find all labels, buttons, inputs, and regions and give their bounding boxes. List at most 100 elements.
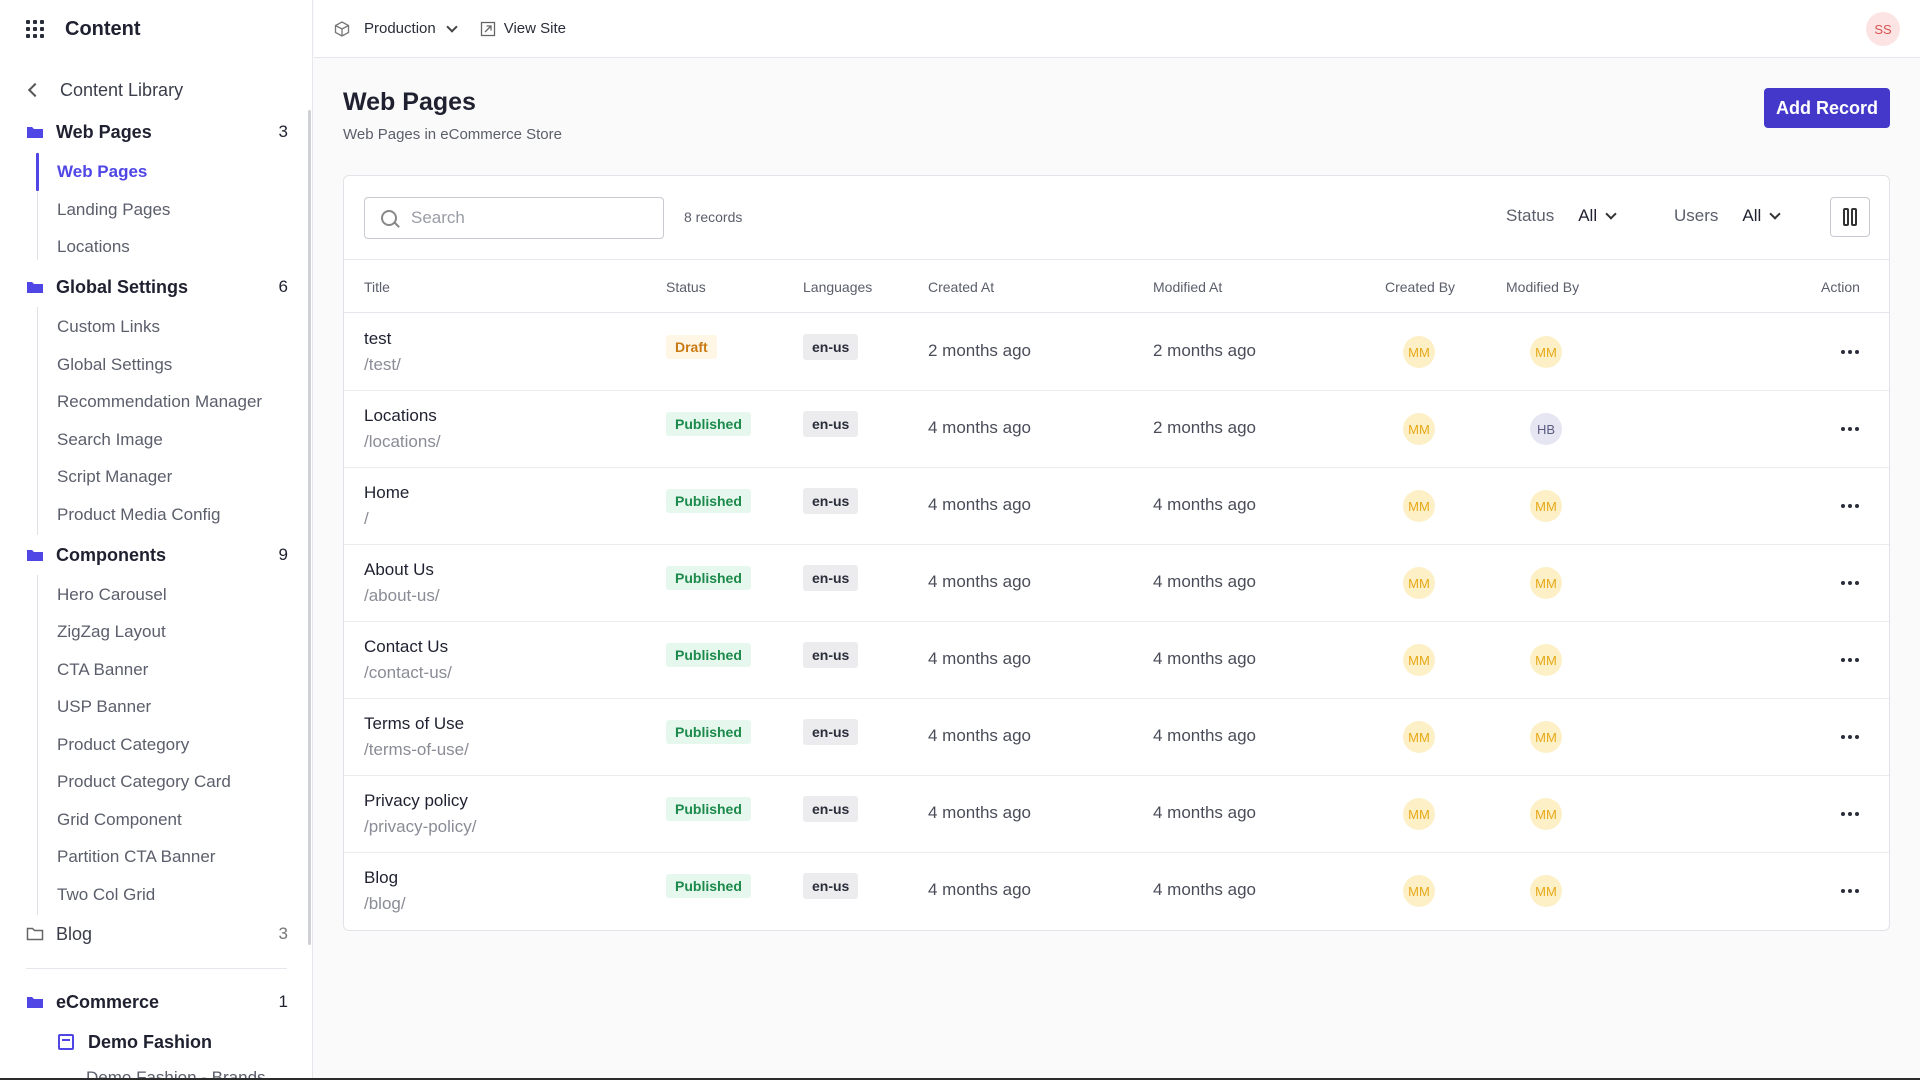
modified-by-avatar[interactable]: HB xyxy=(1530,413,1562,445)
header-modified-at[interactable]: Modified At xyxy=(1153,279,1223,295)
table-row[interactable]: Home / Published en-us 4 months ago 4 mo… xyxy=(344,468,1889,545)
back-to-content-library[interactable]: Content Library xyxy=(26,78,183,102)
table-row[interactable]: test /test/ Draft en-us 2 months ago 2 m… xyxy=(344,314,1889,391)
table-row[interactable]: About Us /about-us/ Published en-us 4 mo… xyxy=(344,545,1889,622)
row-title-cell[interactable]: test /test/ xyxy=(364,329,401,375)
row-title-cell[interactable]: Home / xyxy=(364,483,409,529)
modified-by-avatar[interactable]: MM xyxy=(1530,875,1562,907)
sidebar-item-demo-fashion-brands[interactable]: Demo Fashion - Brands xyxy=(86,1068,266,1080)
sidebar-item-web-pages[interactable]: Web Pages xyxy=(57,162,148,181)
modified-by-avatar[interactable]: MM xyxy=(1530,490,1562,522)
sidebar-scrollbar[interactable] xyxy=(308,110,311,945)
sidebar-item-grid-component[interactable]: Grid Component xyxy=(57,810,182,829)
row-modified-at: 4 months ago xyxy=(1153,880,1257,899)
created-by-avatar[interactable]: MM xyxy=(1403,567,1435,599)
sidebar-item-demo-fashion[interactable]: Demo Fashion xyxy=(58,1029,212,1055)
folder-open-icon xyxy=(26,995,44,1009)
sidebar-item-zigzag-layout[interactable]: ZigZag Layout xyxy=(57,622,166,641)
created-by-avatar[interactable]: MM xyxy=(1403,336,1435,368)
users-filter-label: Users xyxy=(1674,206,1719,225)
sidebar-item-locations[interactable]: Locations xyxy=(57,237,130,256)
sidebar-item-product-media-config[interactable]: Product Media Config xyxy=(57,505,221,524)
more-actions-icon[interactable] xyxy=(1841,889,1859,893)
created-by-avatar[interactable]: MM xyxy=(1403,721,1435,753)
tree-line xyxy=(37,152,38,260)
more-actions-icon[interactable] xyxy=(1841,427,1859,431)
created-by-avatar[interactable]: MM xyxy=(1403,490,1435,522)
table-row[interactable]: Locations /locations/ Published en-us 4 … xyxy=(344,391,1889,468)
group-count: 9 xyxy=(278,545,288,564)
users-filter-value: All xyxy=(1742,206,1762,225)
row-title: Contact Us xyxy=(364,637,449,656)
app-grid-icon[interactable] xyxy=(26,20,44,38)
chevron-down-icon xyxy=(446,20,458,33)
status-filter[interactable]: Status All xyxy=(1506,206,1617,226)
sidebar-item-script-manager[interactable]: Script Manager xyxy=(57,467,173,486)
sidebar-item-global-settings[interactable]: Global Settings xyxy=(57,355,173,374)
row-modified-at: 4 months ago xyxy=(1153,803,1257,822)
table-row[interactable]: Terms of Use /terms-of-use/ Published en… xyxy=(344,699,1889,776)
header-created-by[interactable]: Created By xyxy=(1385,279,1456,295)
add-record-button[interactable]: Add Record xyxy=(1764,88,1890,128)
header-modified-by[interactable]: Modified By xyxy=(1506,279,1580,295)
sidebar-item-usp-banner[interactable]: USP Banner xyxy=(57,697,152,716)
created-by-avatar[interactable]: MM xyxy=(1403,875,1435,907)
row-status-cell: Published xyxy=(666,720,751,744)
view-site-link[interactable]: View Site xyxy=(480,20,566,37)
table-row[interactable]: Blog /blog/ Published en-us 4 months ago… xyxy=(344,853,1889,930)
sidebar-item-product-category-card[interactable]: Product Category Card xyxy=(57,772,231,791)
table-row[interactable]: Privacy policy /privacy-policy/ Publishe… xyxy=(344,776,1889,853)
table-row[interactable]: Contact Us /contact-us/ Published en-us … xyxy=(344,622,1889,699)
row-title-cell[interactable]: Privacy policy /privacy-policy/ xyxy=(364,791,476,837)
modified-by-avatar[interactable]: MM xyxy=(1530,336,1562,368)
header-created-at[interactable]: Created At xyxy=(928,279,995,295)
row-title-cell[interactable]: Contact Us /contact-us/ xyxy=(364,637,452,683)
more-actions-icon[interactable] xyxy=(1841,735,1859,739)
user-avatar[interactable]: SS xyxy=(1866,12,1900,46)
created-by-avatar[interactable]: MM xyxy=(1403,644,1435,676)
store-icon xyxy=(58,1034,74,1050)
row-language-cell: en-us xyxy=(803,719,859,745)
more-actions-icon[interactable] xyxy=(1841,350,1859,354)
chevron-down-icon xyxy=(1605,208,1617,220)
sidebar-group-blog[interactable]: Blog 3 xyxy=(26,920,288,948)
more-actions-icon[interactable] xyxy=(1841,812,1859,816)
search-input[interactable]: Search xyxy=(364,197,664,239)
created-by-avatar[interactable]: MM xyxy=(1403,798,1435,830)
more-actions-icon[interactable] xyxy=(1841,581,1859,585)
sidebar-item-recommendation-manager[interactable]: Recommendation Manager xyxy=(57,392,263,411)
header-title[interactable]: Title xyxy=(364,279,390,295)
row-title-cell[interactable]: Locations /locations/ xyxy=(364,406,441,452)
more-actions-icon[interactable] xyxy=(1841,504,1859,508)
sidebar-group-global-settings[interactable]: Global Settings 6 xyxy=(26,273,288,301)
sidebar-item-custom-links[interactable]: Custom Links xyxy=(57,317,160,336)
row-title-cell[interactable]: About Us /about-us/ xyxy=(364,560,440,606)
row-title: About Us xyxy=(364,560,434,579)
sidebar-item-landing-pages[interactable]: Landing Pages xyxy=(57,200,171,219)
modified-by-avatar[interactable]: MM xyxy=(1530,644,1562,676)
users-filter[interactable]: Users All xyxy=(1674,206,1781,226)
more-actions-icon[interactable] xyxy=(1841,658,1859,662)
modified-by-avatar[interactable]: MM xyxy=(1530,798,1562,830)
modified-by-avatar[interactable]: MM xyxy=(1530,567,1562,599)
columns-toggle-button[interactable] xyxy=(1830,197,1870,237)
row-title-cell[interactable]: Terms of Use /terms-of-use/ xyxy=(364,714,469,760)
header-languages[interactable]: Languages xyxy=(803,279,873,295)
header-action: Action xyxy=(1821,279,1860,295)
sidebar-item-search-image[interactable]: Search Image xyxy=(57,430,163,449)
sidebar-group-components[interactable]: Components 9 xyxy=(26,541,288,569)
tree-line xyxy=(37,307,38,535)
created-by-avatar[interactable]: MM xyxy=(1403,413,1435,445)
sidebar-item-hero-carousel[interactable]: Hero Carousel xyxy=(57,585,167,604)
sidebar-item-product-category[interactable]: Product Category xyxy=(57,735,190,754)
header-status[interactable]: Status xyxy=(666,279,706,295)
sidebar-group-ecommerce[interactable]: eCommerce 1 xyxy=(26,988,288,1016)
sidebar-group-web-pages[interactable]: Web Pages 3 xyxy=(26,118,288,146)
modified-by-avatar[interactable]: MM xyxy=(1530,721,1562,753)
sidebar-item-cta-banner[interactable]: CTA Banner xyxy=(57,660,149,679)
row-title-cell[interactable]: Blog /blog/ xyxy=(364,868,406,914)
sidebar-item-partition-cta-banner[interactable]: Partition CTA Banner xyxy=(57,847,216,866)
sidebar-item-two-col-grid[interactable]: Two Col Grid xyxy=(57,885,156,904)
row-created-at: 4 months ago xyxy=(928,649,1032,668)
environment-selector[interactable]: Production xyxy=(334,20,458,37)
